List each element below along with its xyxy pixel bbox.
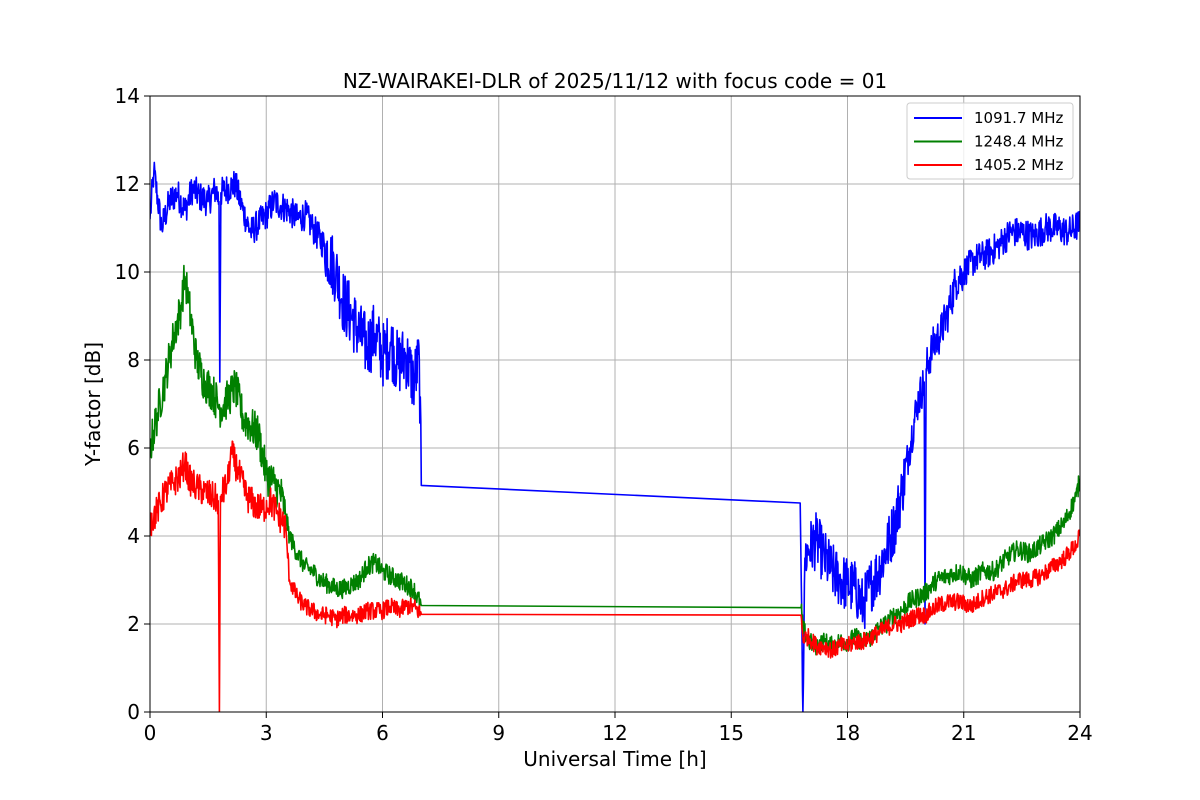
legend-box [906, 102, 1074, 180]
series-layer [150, 161, 1080, 712]
x-tick-label: 0 [144, 721, 157, 745]
grid-lines [149, 95, 1081, 713]
legend-label: 1091.7 MHz [974, 109, 1063, 127]
series-line-3 [150, 440, 1080, 712]
legend-label: 1405.2 MHz [974, 156, 1063, 174]
y-tick-label: 2 [127, 612, 140, 636]
y-tick-label: 6 [127, 436, 140, 460]
x-tick-label: 3 [260, 721, 273, 745]
y-tick-label: 14 [115, 84, 140, 108]
x-tick-label: 24 [1067, 721, 1092, 745]
series-line-1 [150, 161, 1080, 712]
legend-label: 1248.4 MHz [974, 133, 1063, 151]
y-tick-label: 10 [115, 260, 140, 284]
x-tick-label: 9 [492, 721, 505, 745]
x-tick-label: 21 [951, 721, 976, 745]
y-tick-label: 0 [127, 700, 140, 724]
x-axis-ticks: 0 3 6 9 12 15 18 21 24 [144, 712, 1093, 745]
x-tick-label: 6 [376, 721, 389, 745]
y-tick-label: 4 [127, 524, 140, 548]
x-tick-label: 18 [835, 721, 860, 745]
x-axis-label: Universal Time [h] [523, 747, 706, 771]
y-axis-label: Y-factor [dB] [81, 342, 105, 467]
x-tick-label: 12 [602, 721, 627, 745]
chart-title: NZ-WAIRAKEI-DLR of 2025/11/12 with focus… [343, 69, 887, 93]
legend: 1091.7 MHz 1248.4 MHz 1405.2 MHz [906, 102, 1074, 180]
y-axis-ticks: 0 2 4 6 8 10 12 14 [115, 84, 150, 724]
y-tick-label: 12 [115, 172, 140, 196]
x-tick-label: 15 [719, 721, 744, 745]
y-tick-label: 8 [127, 348, 140, 372]
